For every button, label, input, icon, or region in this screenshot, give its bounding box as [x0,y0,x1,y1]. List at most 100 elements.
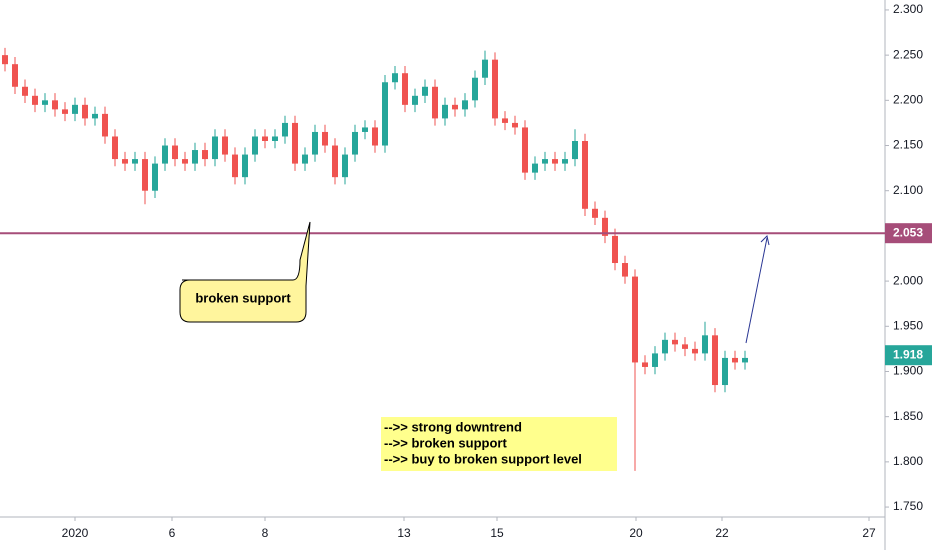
candle-body [712,335,718,386]
candle-body [122,159,128,164]
candle-body [682,344,688,349]
candle-body [472,77,478,101]
candle-body [332,145,338,178]
candle-body [492,59,498,119]
candle-body [652,353,658,367]
y-tick-label: 1.950 [893,318,923,332]
candle-body [552,159,558,164]
candle-body [152,163,158,191]
candle-body [242,154,248,178]
candle-body [372,127,378,146]
candle-body [162,145,168,164]
y-tick-label: 1.750 [893,499,923,513]
y-tick-label: 2.000 [893,273,923,287]
candle-body [622,263,628,277]
candle-body [132,159,138,164]
x-tick-label: 2020 [62,526,89,540]
candle-body [182,159,188,164]
candle-body [42,100,48,105]
candle-body [412,95,418,105]
candle-body [212,136,218,160]
candle-body [582,141,588,209]
arrow-head [760,235,770,246]
y-tick-label: 1.850 [893,409,923,423]
candle-body [12,64,18,87]
candle-body [442,104,448,119]
candle-body [542,159,548,164]
y-tick-label: 2.100 [893,183,923,197]
candle-body [672,339,678,345]
candle-body [262,136,268,141]
candle-body [302,154,308,164]
candle-body [192,150,198,164]
y-tick-label: 2.200 [893,92,923,106]
last-price-label: 1.918 [893,347,923,361]
candle-body [462,100,468,110]
level-label-box [885,223,932,244]
note-line: -->> buy to broken support level [384,451,582,466]
candle-body [432,86,438,119]
candle-body [452,104,458,110]
candle-body [422,86,428,96]
candle-body [612,235,618,264]
candle-body [232,154,238,178]
y-tick-label: 1.900 [893,364,923,378]
candle-body [52,100,58,110]
candle-body [602,217,608,236]
x-tick-label: 15 [490,526,504,540]
candle-body [272,136,278,141]
candle-body [352,131,358,155]
candle-body [322,131,328,146]
candle-body [362,127,368,132]
x-tick-label: 8 [262,526,269,540]
y-tick-label: 2.300 [893,2,923,16]
candle-body [312,131,318,155]
candle-body [742,357,748,363]
candle-body [702,335,708,354]
candles [2,47,748,471]
level-label: 2.053 [893,225,923,239]
y-tick-label: 2.150 [893,138,923,152]
candle-body [142,159,148,191]
candle-body [642,362,648,367]
callout-box [179,221,311,323]
candle-body [62,109,68,114]
note-line: -->> strong downtrend [384,419,522,434]
candle-body [202,150,208,160]
candle-body [592,208,598,218]
candle-body [692,348,698,354]
candle-body [632,276,638,363]
candle-body [342,154,348,178]
x-tick-label: 6 [169,526,176,540]
candle-body [2,55,8,65]
note-box [381,417,617,471]
candle-body [82,104,88,119]
x-tick-label: 20 [629,526,643,540]
x-tick-label: 13 [397,526,411,540]
candle-body [252,136,258,155]
candle-body [112,136,118,160]
candle-body [502,118,508,123]
candle-body [72,104,78,114]
candle-body [382,82,388,146]
candle-body [292,122,298,164]
arrow [745,237,768,344]
candle-body [662,339,668,354]
last-price-box [885,345,932,366]
candle-body [402,73,408,105]
callout-text: broken support [195,290,291,305]
candle-body [512,122,518,128]
candle-body [522,127,528,173]
candle-body [32,95,38,105]
candle-body [572,141,578,160]
candle-body [562,159,568,164]
candle-body [102,113,108,137]
x-tick-label: 27 [862,526,876,540]
candle-body [92,113,98,119]
y-tick-label: 2.250 [893,47,923,61]
candle-body [482,59,488,78]
x-tick-label: 22 [715,526,729,540]
candle-body [172,145,178,160]
y-tick-label: 1.800 [893,454,923,468]
